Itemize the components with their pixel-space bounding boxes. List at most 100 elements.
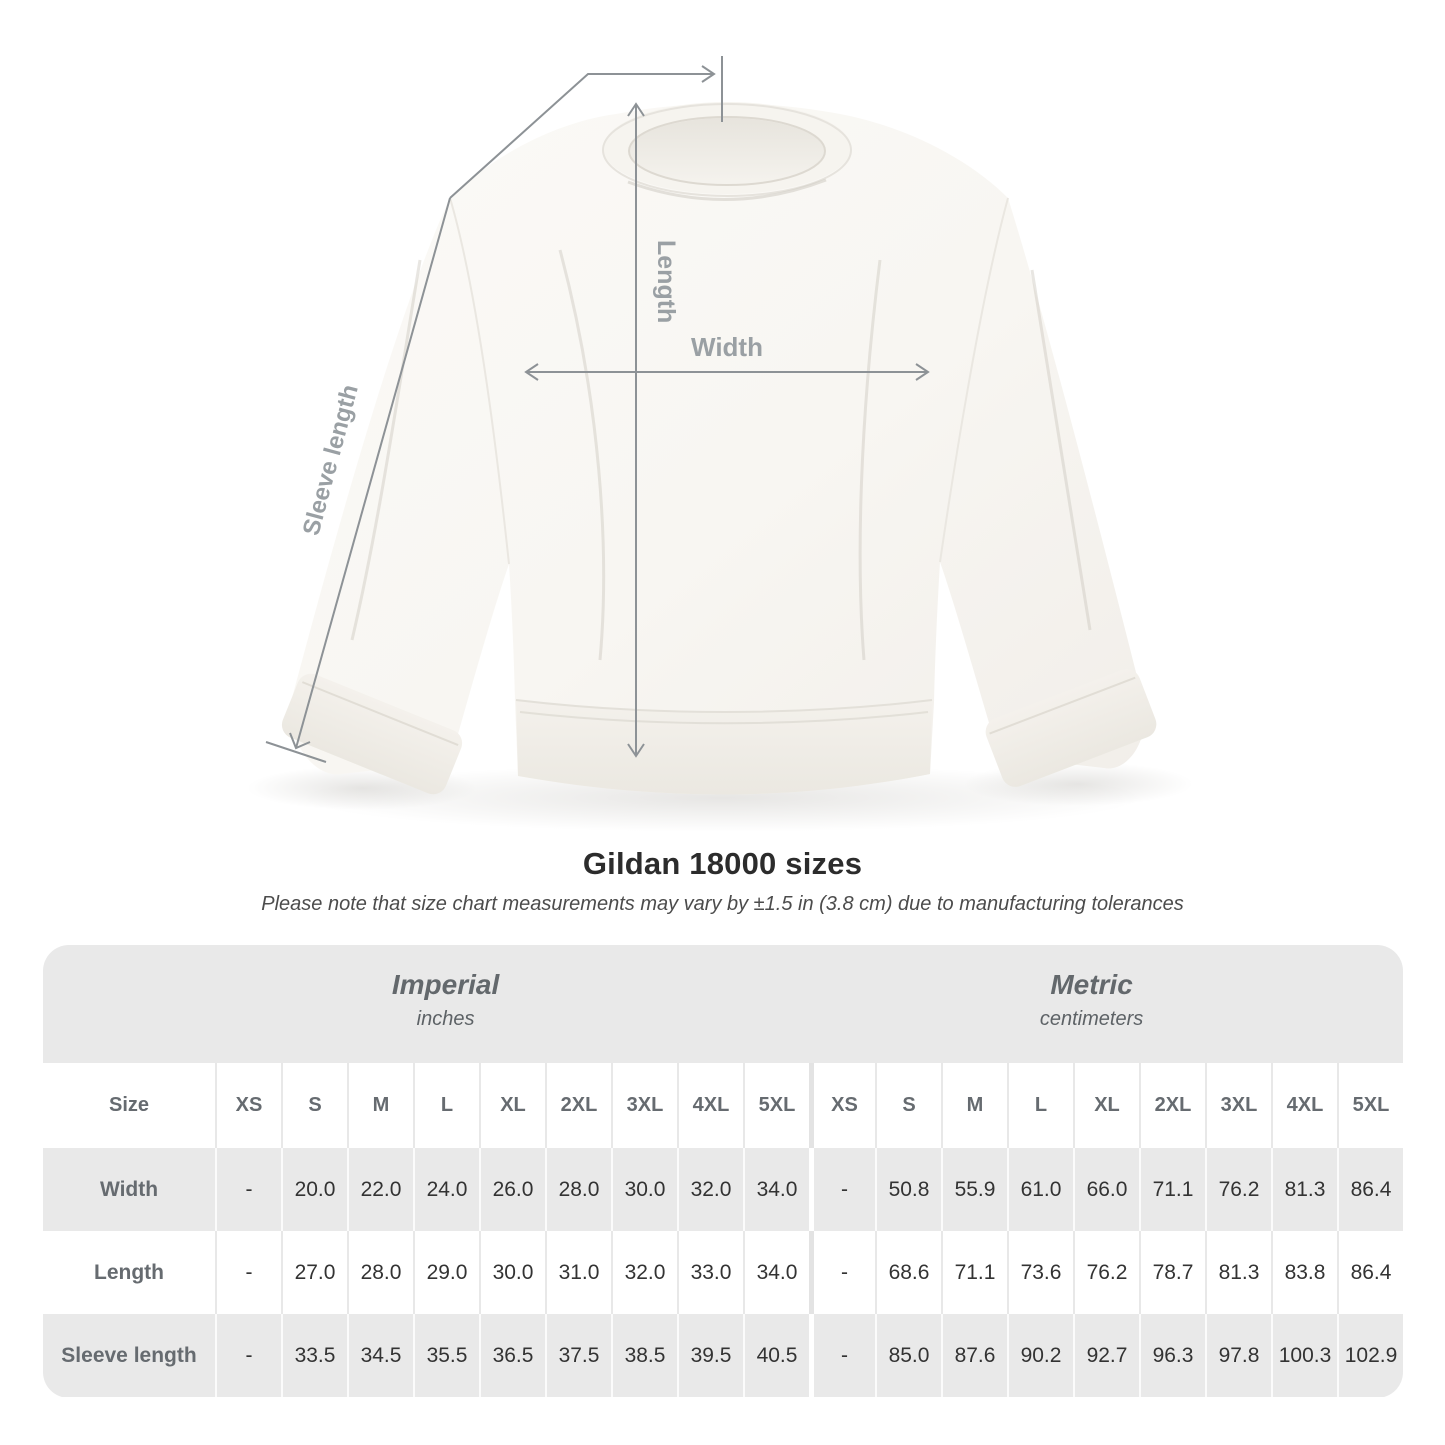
metric-header: Metric centimeters <box>1040 969 1143 1031</box>
table-cell: 83.8 <box>1271 1231 1337 1314</box>
table-cell: 40.5 <box>743 1314 809 1397</box>
sweatshirt-body <box>281 102 1157 795</box>
table-cell: 30.0 <box>611 1148 677 1231</box>
table-cell: 87.6 <box>941 1314 1007 1397</box>
size-table-card: Imperial inches Metric centimeters Size … <box>43 945 1403 1398</box>
hem-band <box>515 699 933 795</box>
size-header-row: Size XS S M L XL 2XL 3XL 4XL 5XL XS S M … <box>43 1063 1403 1148</box>
size-col-header: XL <box>1073 1063 1139 1148</box>
table-cell: - <box>215 1231 281 1314</box>
table-cell: 36.5 <box>479 1314 545 1397</box>
table-cell: 97.8 <box>1205 1314 1271 1397</box>
size-col-header: 3XL <box>611 1063 677 1148</box>
heading: Gildan 18000 sizes Please note that size… <box>0 846 1445 916</box>
metric-title: Metric <box>1050 969 1133 1000</box>
table-cell: 26.0 <box>479 1148 545 1231</box>
size-col-header: 4XL <box>1271 1063 1337 1148</box>
table-cell: 78.7 <box>1139 1231 1205 1314</box>
size-col-header: L <box>1007 1063 1073 1148</box>
table-cell: 39.5 <box>677 1314 743 1397</box>
unit-header-band: Imperial inches Metric centimeters <box>43 945 1403 1063</box>
page-title: Gildan 18000 sizes <box>582 846 863 881</box>
table-cell: 66.0 <box>1073 1148 1139 1231</box>
table-row-width: Width - 20.0 22.0 24.0 26.0 28.0 30.0 32… <box>43 1148 1403 1231</box>
size-col-header: 4XL <box>677 1063 743 1148</box>
table-row-sleeve-length: Sleeve length - 33.5 34.5 35.5 36.5 37.5… <box>43 1314 1403 1397</box>
collar-point-leader <box>449 56 723 199</box>
table-cell: 28.0 <box>545 1148 611 1231</box>
table-cell: 61.0 <box>1007 1148 1073 1231</box>
length-line <box>627 102 645 758</box>
table-cell: - <box>809 1148 875 1231</box>
size-col-header: XS <box>809 1063 875 1148</box>
table-cell: 27.0 <box>281 1231 347 1314</box>
table-cell: 30.0 <box>479 1231 545 1314</box>
table-cell: 100.3 <box>1271 1314 1337 1397</box>
measurement-lines <box>265 56 930 763</box>
sleeve-length-line <box>265 197 451 763</box>
table-cell: 81.3 <box>1205 1231 1271 1314</box>
table-cell: 92.7 <box>1073 1314 1139 1397</box>
table-cell: 34.0 <box>743 1148 809 1231</box>
table-cell: 81.3 <box>1271 1148 1337 1231</box>
size-col-header: 5XL <box>743 1063 809 1148</box>
size-col-header: 2XL <box>545 1063 611 1148</box>
size-column-header: Size <box>108 1094 150 1116</box>
size-col-header: 2XL <box>1139 1063 1205 1148</box>
table-cell: 37.5 <box>545 1314 611 1397</box>
table-cell: 32.0 <box>677 1148 743 1231</box>
garment-shadow <box>247 762 1193 832</box>
row-label: Length <box>94 1260 164 1284</box>
table-cell: 71.1 <box>941 1231 1007 1314</box>
sweatshirt-illustration: Length Width Sleeve length <box>247 56 1193 832</box>
table-cell: 86.4 <box>1337 1231 1403 1314</box>
sweatshirt-measurement-diagram: Length Width Sleeve length <box>247 56 1193 832</box>
row-label: Width <box>99 1177 159 1201</box>
size-col-header: M <box>941 1063 1007 1148</box>
table-cell: 71.1 <box>1139 1148 1205 1231</box>
table-cell: 38.5 <box>611 1314 677 1397</box>
table-cell: 34.5 <box>347 1314 413 1397</box>
table-cell: 22.0 <box>347 1148 413 1231</box>
right-cuff <box>985 669 1157 787</box>
table-cell: - <box>215 1148 281 1231</box>
table-cell: 33.0 <box>677 1231 743 1314</box>
table-cell: 28.0 <box>347 1231 413 1314</box>
table-cell: 90.2 <box>1007 1314 1073 1397</box>
table-cell: 35.5 <box>413 1314 479 1397</box>
table-cell: - <box>215 1314 281 1397</box>
size-col-header: M <box>347 1063 413 1148</box>
table-cell: 24.0 <box>413 1148 479 1231</box>
size-col-header: 3XL <box>1205 1063 1271 1148</box>
size-col-header: L <box>413 1063 479 1148</box>
collar <box>602 102 852 201</box>
size-col-header: XL <box>479 1063 545 1148</box>
size-col-header: XS <box>215 1063 281 1148</box>
table-cell: 68.6 <box>875 1231 941 1314</box>
table-cell: 32.0 <box>611 1231 677 1314</box>
table-cell: 29.0 <box>413 1231 479 1314</box>
imperial-header: Imperial inches <box>392 969 499 1031</box>
table-cell: 85.0 <box>875 1314 941 1397</box>
size-col-header: 5XL <box>1337 1063 1403 1148</box>
imperial-title: Imperial <box>391 969 500 1000</box>
size-col-header: S <box>281 1063 347 1148</box>
table-cell: 86.4 <box>1337 1148 1403 1231</box>
table-cell: 50.8 <box>875 1148 941 1231</box>
table-cell: 102.9 <box>1337 1314 1403 1397</box>
table-cell: 34.0 <box>743 1231 809 1314</box>
table-cell: 55.9 <box>941 1148 1007 1231</box>
table-cell: 73.6 <box>1007 1231 1073 1314</box>
table-cell: 76.2 <box>1205 1148 1271 1231</box>
table-cell: 31.0 <box>545 1231 611 1314</box>
table-row-length: Length - 27.0 28.0 29.0 30.0 31.0 32.0 3… <box>43 1231 1403 1314</box>
left-cuff <box>281 673 463 795</box>
length-label: Length <box>652 240 680 323</box>
row-label: Sleeve length <box>61 1343 197 1367</box>
tolerance-note: Please note that size chart measurements… <box>261 893 1184 915</box>
table-cell: - <box>809 1314 875 1397</box>
table-cell: 76.2 <box>1073 1231 1139 1314</box>
table-cell: 20.0 <box>281 1148 347 1231</box>
table-cell: 96.3 <box>1139 1314 1205 1397</box>
size-col-header: S <box>875 1063 941 1148</box>
